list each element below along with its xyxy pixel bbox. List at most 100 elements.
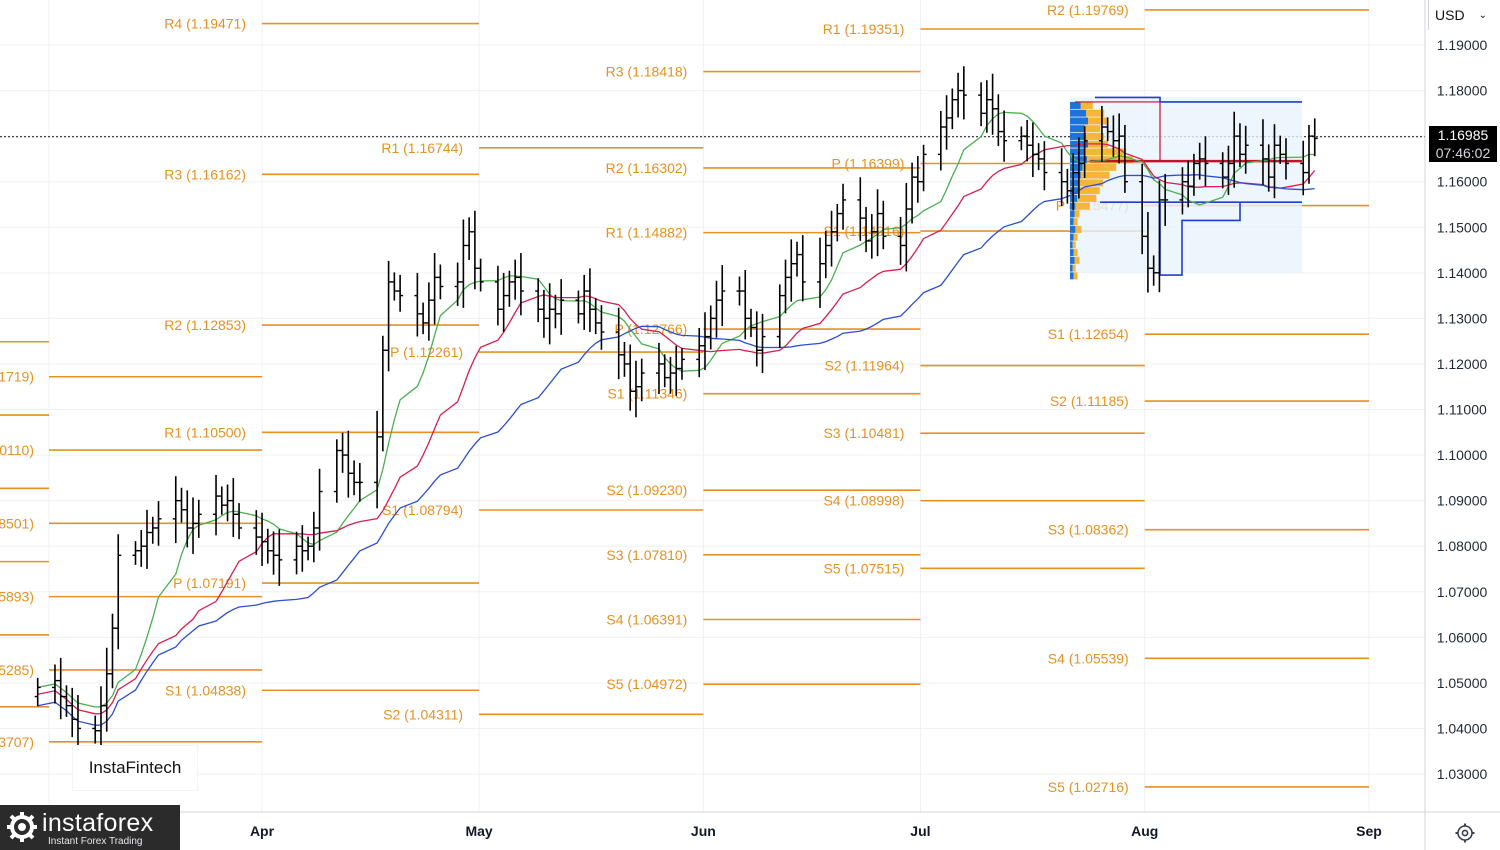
volume-bar-down — [1072, 241, 1076, 249]
ohlc-bar — [190, 497, 197, 554]
ohlc-bar — [1121, 124, 1128, 193]
pivot-label: R3 (1.16162) — [164, 166, 246, 182]
ohlc-bar — [460, 219, 467, 308]
volume-bar-up — [1070, 187, 1079, 195]
ohlc-bar — [512, 259, 519, 300]
ohlc-bar — [615, 307, 622, 380]
ohlc-bar — [213, 475, 220, 536]
ohlc-bar — [1075, 137, 1082, 199]
y-tick-label: 1.07000 — [1437, 584, 1488, 600]
y-tick-label: 1.10000 — [1437, 447, 1488, 463]
ohlc-bar — [586, 268, 593, 332]
volume-bar-down — [1084, 125, 1101, 133]
pivot-label: P (1.16399) — [832, 156, 905, 172]
volume-bar-up — [1070, 163, 1083, 171]
y-tick-label: 1.09000 — [1437, 493, 1488, 509]
ohlc-bar — [69, 687, 76, 738]
ohlc-bar — [345, 430, 352, 498]
pivot-label: 8501) — [0, 515, 34, 531]
ohlc-bar — [1064, 168, 1071, 204]
ohlc-bar — [788, 239, 795, 302]
y-tick-label: 1.18000 — [1437, 83, 1488, 99]
y-tick-label: 1.14000 — [1437, 265, 1488, 281]
pivot-label: S1 (1.04838) — [165, 682, 246, 698]
ohlc-bar — [817, 237, 824, 308]
ohlc-bar — [259, 512, 266, 566]
volume-bar-down — [1080, 101, 1093, 109]
pivot-label: S5 (1.04972) — [606, 676, 687, 692]
y-tick-label: 1.16000 — [1437, 174, 1488, 190]
gear-icon — [7, 812, 37, 842]
ohlc-bar — [943, 95, 950, 150]
ohlc-bar — [1185, 160, 1192, 208]
volume-bar-down — [1073, 272, 1078, 280]
month-label: Jun — [691, 823, 716, 839]
ohlc-bars — [34, 66, 1318, 753]
ohlc-bar — [748, 308, 755, 338]
ohlc-bar — [224, 484, 231, 522]
ohlc-bar — [949, 88, 956, 130]
ohlc-bar — [316, 468, 323, 551]
current-price-value: 1.16985 — [1437, 127, 1489, 143]
ohlc-bar — [115, 534, 122, 650]
ohlc-bar — [414, 272, 421, 337]
ohlc-bar — [799, 235, 806, 302]
ohlc-bar — [1162, 173, 1169, 226]
ohlc-bar — [425, 282, 432, 341]
pivot-label: S1 (1.11346) — [607, 386, 687, 402]
ohlc-bar — [719, 265, 726, 327]
ohlc-bar — [857, 177, 864, 241]
ohlc-bar — [540, 289, 547, 338]
logo-tagline: Instant Forex Trading — [48, 836, 143, 847]
ohlc-bar — [828, 210, 835, 267]
currency-label: USD — [1435, 7, 1465, 23]
ohlc-bar — [989, 73, 996, 135]
volume-bar-down — [1086, 109, 1105, 117]
volume-bar-down — [1087, 156, 1133, 164]
ohlc-bar — [914, 156, 921, 203]
ohlc-bar — [299, 525, 306, 572]
ohlc-bar — [34, 677, 41, 707]
ohlc-bar — [494, 265, 501, 326]
pivot-label: R3 (1.18418) — [606, 64, 688, 80]
ohlc-bar — [1018, 126, 1025, 151]
pivot-label: S3 (1.10481) — [823, 425, 904, 441]
pivot-label: R2 (1.19769) — [1047, 2, 1129, 18]
ohlc-bar — [420, 302, 427, 335]
bar-countdown: 07:46:02 — [1435, 145, 1491, 161]
y-tick-label: 1.11000 — [1437, 402, 1487, 418]
volume-bar-up — [1070, 109, 1087, 117]
currency-selector[interactable]: USD ⌄ — [1428, 0, 1498, 30]
volume-bar-up — [1070, 148, 1086, 156]
volume-bar-up — [1070, 179, 1079, 187]
volume-bar-down — [1073, 218, 1078, 226]
chevron-down-icon: ⌄ — [1478, 9, 1487, 21]
pivot-label: R4 (1.19471) — [164, 16, 246, 32]
month-label: Apr — [250, 823, 275, 839]
ohlc-bar — [437, 264, 444, 300]
ohlc-bar — [581, 274, 588, 330]
ohlc-bar — [673, 345, 680, 396]
ohlc-bar — [1144, 212, 1151, 293]
volume-bar-up — [1070, 225, 1076, 233]
current-price-tag: 1.16985 07:46:02 — [1429, 126, 1497, 162]
ohlc-bar — [1029, 122, 1036, 178]
y-tick-label: 1.03000 — [1437, 766, 1488, 782]
ohlc-bar — [431, 253, 438, 325]
volume-bar-up — [1070, 125, 1085, 133]
ohlc-bar — [655, 342, 662, 395]
volume-bar-down — [1086, 132, 1105, 140]
y-tick-label: 1.19000 — [1437, 37, 1488, 53]
ohlc-bar — [144, 509, 151, 569]
volume-bar-down — [1088, 117, 1108, 125]
settings-icon[interactable] — [1454, 822, 1476, 844]
ma-line-mid — [37, 143, 1316, 715]
ohlc-bar — [546, 283, 553, 345]
ohlc-bar — [840, 183, 847, 230]
pivot-label: S1 (1.14916) — [823, 223, 904, 239]
volume-bar-down — [1073, 233, 1078, 241]
instafintech-watermark: InstaFintech — [72, 745, 198, 791]
ohlc-bar — [736, 276, 743, 306]
y-tick-label: 1.15000 — [1437, 219, 1488, 235]
